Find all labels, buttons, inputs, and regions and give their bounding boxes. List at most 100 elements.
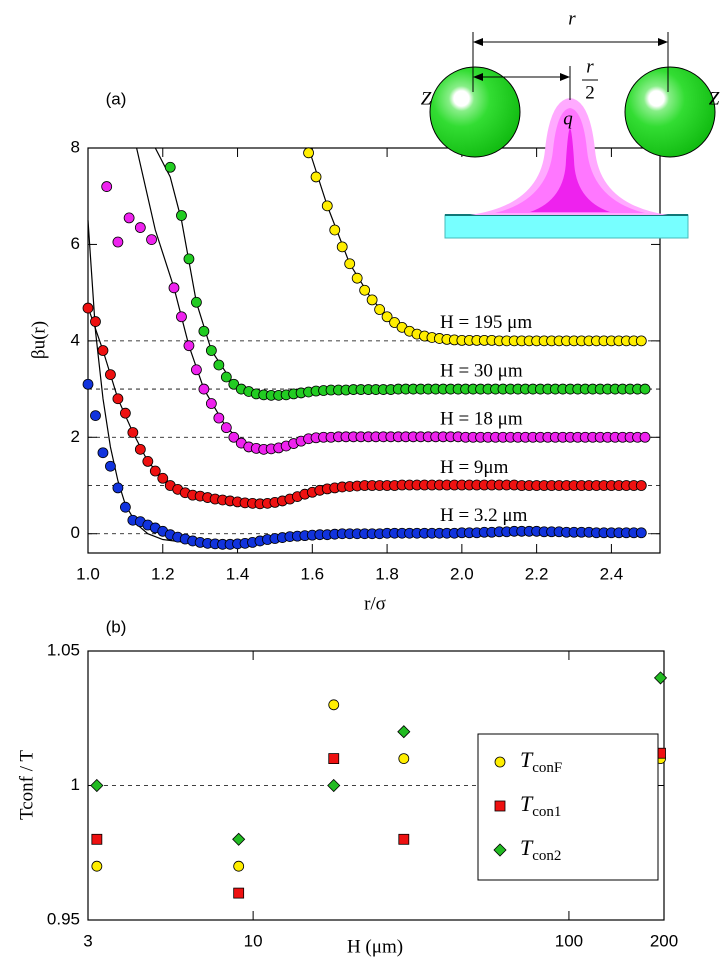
y-axis-label: Tconf / T	[16, 750, 37, 820]
data-point	[303, 147, 314, 159]
data-point	[191, 296, 202, 308]
data-point	[635, 335, 647, 347]
plots: 1.0 1.2 1.4 1.6 1.8 2.0 2.2 2.4 0 2 4 6 8 H = 195 μm H…	[47, 137, 678, 950]
arrow-heads	[473, 73, 570, 81]
data-point	[389, 317, 400, 328]
data-point	[168, 282, 180, 294]
y-tick-label: 0.95	[47, 909, 80, 928]
data-point	[398, 753, 410, 764]
x-tick-label: 100	[555, 931, 583, 950]
x-tick-label: 3	[83, 931, 92, 950]
x-axis-label: H (μm)	[347, 936, 403, 957]
data-point	[142, 455, 154, 467]
legend-marker	[494, 800, 506, 812]
y-tick-label: 1	[71, 775, 80, 794]
data-point	[123, 212, 135, 224]
substrate	[444, 214, 689, 239]
data-point	[635, 527, 647, 539]
data-point	[635, 480, 647, 491]
panel-label: (a)	[106, 89, 127, 108]
data-point	[176, 210, 187, 221]
right-particle	[624, 66, 716, 158]
data-point	[97, 345, 109, 356]
data-point	[310, 171, 322, 183]
data-point	[213, 359, 225, 371]
legend-box	[477, 733, 659, 881]
data-point	[228, 431, 240, 443]
x-tick-label: 2.2	[525, 564, 549, 583]
data-point	[101, 181, 113, 192]
inset-diagram: r r 2 Z Z q	[421, 8, 720, 239]
data-point	[91, 860, 103, 872]
data-point	[374, 304, 386, 315]
x-tick-label: 2.4	[600, 564, 624, 583]
data-point	[639, 431, 651, 443]
annotation: H = 195 μm	[440, 312, 532, 333]
data-point	[157, 472, 169, 484]
x-tick-label: 1.6	[300, 564, 324, 583]
data-point	[198, 383, 210, 395]
data-point	[233, 860, 245, 872]
y-tick-label: 4	[71, 330, 80, 349]
data-point	[134, 222, 146, 233]
annotation: H = 9μm	[440, 457, 509, 478]
data-point	[82, 302, 94, 314]
plot-frame	[87, 147, 661, 554]
annotation: H = 30 μm	[440, 360, 523, 381]
data-point	[213, 412, 225, 424]
data-point	[183, 253, 195, 265]
left-particle	[429, 66, 521, 158]
data-point	[639, 383, 651, 395]
left-charge-label: Z	[421, 88, 432, 109]
y-tick-label: 6	[71, 234, 80, 253]
x-tick-label: 10	[244, 931, 263, 950]
legend-label: TconF	[520, 747, 562, 776]
x-tick-label: 1.4	[226, 564, 250, 583]
legend-marker	[493, 843, 507, 857]
data-point	[328, 753, 340, 764]
x-tick-label: 1.0	[76, 564, 100, 583]
legend-label: Tcon2	[520, 835, 561, 864]
data-point	[105, 460, 116, 472]
data-point	[329, 224, 341, 236]
data-point	[220, 422, 232, 434]
y-tick-label: 8	[71, 137, 80, 156]
data-point	[127, 427, 139, 438]
data-point	[653, 671, 668, 685]
x-axis-label: r/σ	[364, 593, 386, 614]
data-point	[90, 316, 101, 327]
charge-label: q	[563, 108, 573, 129]
x-tick-label: 2.0	[450, 564, 474, 583]
data-point	[205, 398, 217, 409]
data-point	[228, 378, 240, 390]
data-point	[397, 725, 411, 739]
annotation: H = 3.2 μm	[440, 505, 528, 526]
y-tick-label: 0	[71, 523, 80, 542]
data-point	[119, 501, 131, 513]
x-tick-label: 200	[650, 931, 678, 950]
data-point	[149, 465, 161, 477]
data-point	[91, 833, 103, 845]
data-point	[328, 699, 340, 711]
data-point	[381, 311, 393, 323]
x-tick-label: 1.2	[151, 564, 175, 583]
data-point	[321, 200, 333, 212]
legend-label: Tcon1	[520, 791, 561, 820]
data-point	[82, 378, 94, 390]
data-point	[134, 443, 146, 455]
charge-core	[530, 128, 610, 212]
data-point	[344, 258, 356, 270]
panel-label: (b)	[106, 617, 127, 636]
data-point	[336, 241, 348, 253]
data-point	[398, 833, 410, 845]
data-point	[112, 236, 124, 248]
data-point	[90, 778, 104, 793]
data-point	[176, 311, 187, 323]
data-point	[359, 284, 371, 296]
legend-marker	[494, 756, 506, 768]
data-point	[232, 832, 246, 846]
half-distance-numerator: r	[586, 56, 594, 77]
data-point	[112, 482, 124, 494]
data-point	[198, 325, 210, 337]
